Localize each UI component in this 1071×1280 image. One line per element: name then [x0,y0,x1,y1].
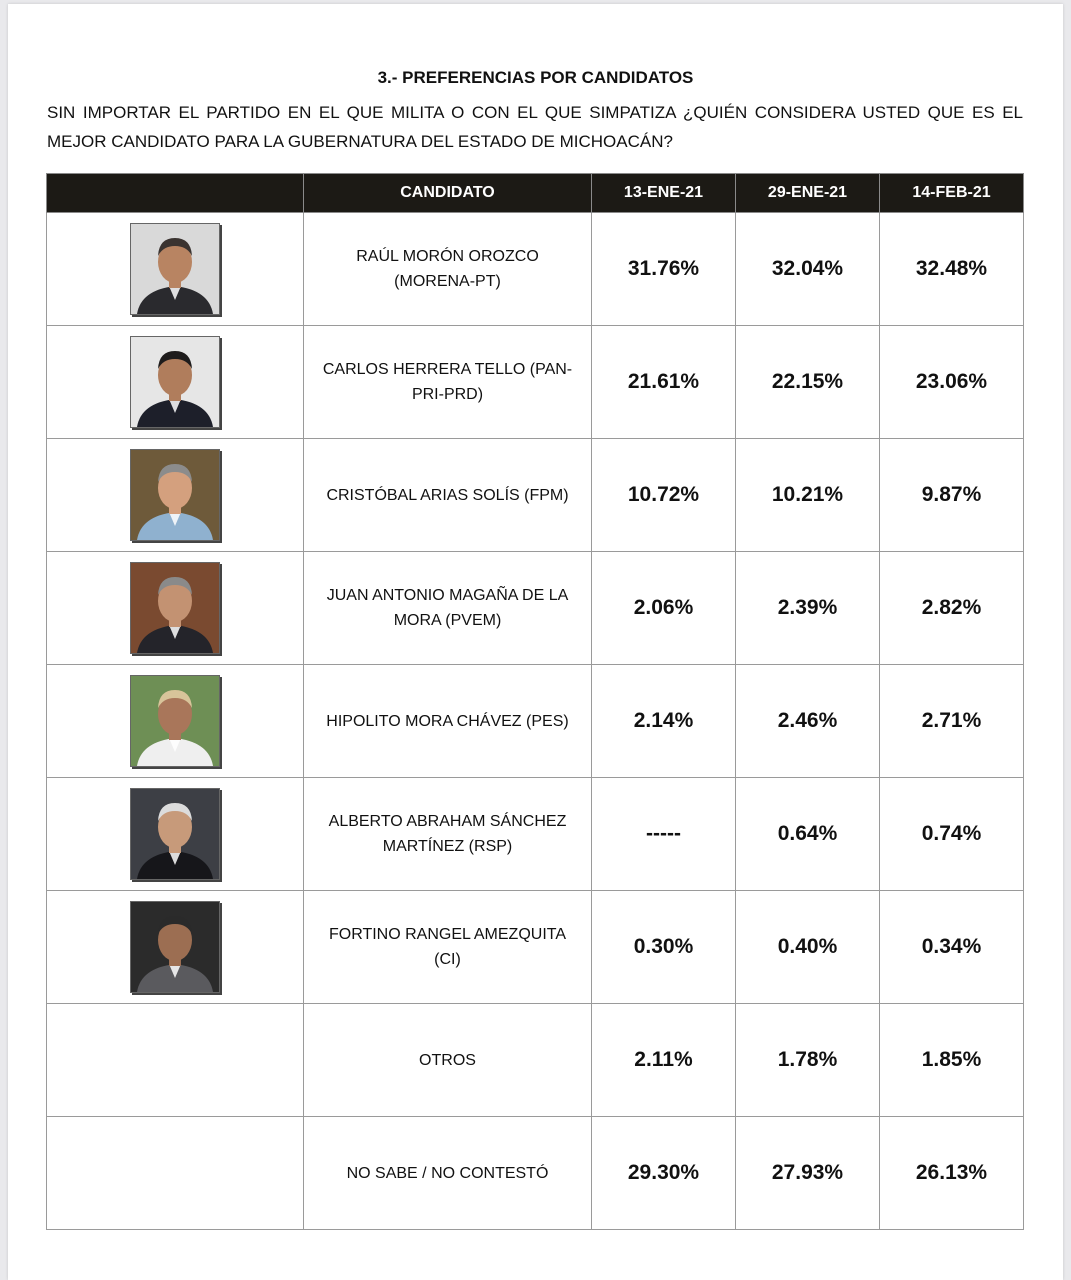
percentage-cell: 0.74% [879,777,1024,891]
percentage-cell: 21.61% [591,325,736,439]
candidate-party-line: (CI) [434,951,461,968]
candidate-photo-rangel [130,901,220,993]
table-row: HIPOLITO MORA CHÁVEZ (PES) 2.14% 2.46% 2.71… [46,664,1024,778]
candidate-name-line: FORTINO RANGEL AMEZQUITA [328,926,567,943]
percentage-cell: 2.39% [735,551,880,665]
percentage-cell: 10.72% [591,438,736,552]
candidate-party-line: MORA (PVEM) [393,612,502,629]
percentage-cell: 29.30% [591,1116,736,1230]
percentage-cell: 1.78% [735,1003,880,1117]
candidate-photo-sanchez [130,788,220,880]
percentage-cell: 2.82% [879,551,1024,665]
candidate-party-line: PRI-PRD) [411,386,484,403]
photo-cell [46,1003,304,1117]
percentage-cell: 31.76% [591,212,736,326]
photo-cell [46,551,304,665]
photo-cell [46,438,304,552]
table-row: NO SABE / NO CONTESTÓ 29.30% 27.93% 26.13% [46,1116,1024,1230]
table-header-row: CANDIDATO 13-ENE-21 29-ENE-21 14-FEB-21 [46,173,1024,213]
candidate-name-line: ALBERTO ABRAHAM SÁNCHEZ [328,813,567,830]
photo-cell [46,325,304,439]
percentage-cell: 27.93% [735,1116,880,1230]
percentage-cell: 2.11% [591,1003,736,1117]
candidate-name-line: OTROS [419,1051,476,1069]
table-row: FORTINO RANGEL AMEZQUITA (CI) 0.30% 0.40% 0.… [46,890,1024,1004]
candidate-photo-magana [130,562,220,654]
candidate-name: CARLOS HERRERA TELLO (PAN- PRI-PRD) [303,325,592,439]
photo-cell [46,1116,304,1230]
header-date-3: 14-FEB-21 [879,173,1024,213]
table-row: CARLOS HERRERA TELLO (PAN- PRI-PRD) 21.61%… [46,325,1024,439]
photo-cell [46,664,304,778]
candidate-name: JUAN ANTONIO MAGAÑA DE LA MORA (PVEM) [303,551,592,665]
results-table: CANDIDATO 13-ENE-21 29-ENE-21 14-FEB-21 … [46,173,1024,1230]
candidate-name: NO SABE / NO CONTESTÓ [303,1116,592,1230]
table-row: ALBERTO ABRAHAM SÁNCHEZ MARTÍNEZ (RSP) ---… [46,777,1024,891]
candidate-party-line: MARTÍNEZ (RSP) [382,838,513,855]
candidate-photo-arias [130,449,220,541]
candidate-name: CRISTÓBAL ARIAS SOLÍS (FPM) [303,438,592,552]
table-row: RAÚL MORÓN OROZCO (MORENA-PT) 31.76% 32.04%… [46,212,1024,326]
candidate-name-line: JUAN ANTONIO MAGAÑA DE LA [326,587,569,604]
percentage-cell: 22.15% [735,325,880,439]
table-row: OTROS 2.11% 1.78% 1.85% [46,1003,1024,1117]
candidate-photo-mora [130,675,220,767]
candidate-party-line: (MORENA-PT) [394,273,501,290]
percentage-cell: 0.40% [735,890,880,1004]
percentage-cell: 2.06% [591,551,736,665]
header-date-1: 13-ENE-21 [591,173,736,213]
section-heading: 3.- PREFERENCIAS POR CANDIDATOS [377,68,694,87]
candidate-photo-moron [130,223,220,315]
candidate-name-line: CARLOS HERRERA TELLO (PAN- [322,361,573,378]
percentage-cell: 9.87% [879,438,1024,552]
candidate-name: OTROS [303,1003,592,1117]
photo-cell [46,777,304,891]
percentage-cell: 2.46% [735,664,880,778]
candidate-name-line: RAÚL MORÓN OROZCO [356,248,539,265]
header-candidate: CANDIDATO [303,173,592,213]
percentage-cell: 2.71% [879,664,1024,778]
percentage-cell: 23.06% [879,325,1024,439]
candidate-name: RAÚL MORÓN OROZCO (MORENA-PT) [303,212,592,326]
candidate-name: FORTINO RANGEL AMEZQUITA (CI) [303,890,592,1004]
percentage-cell: 2.14% [591,664,736,778]
percentage-cell: 26.13% [879,1116,1024,1230]
header-date-2: 29-ENE-21 [735,173,880,213]
photo-cell [46,890,304,1004]
photo-cell [46,212,304,326]
table-row: JUAN ANTONIO MAGAÑA DE LA MORA (PVEM) 2.06… [46,551,1024,665]
candidate-name-line: HIPOLITO MORA CHÁVEZ (PES) [326,712,569,730]
percentage-cell: ----- [591,777,736,891]
candidate-photo-herrera [130,336,220,428]
percentage-cell: 32.04% [735,212,880,326]
candidate-name: ALBERTO ABRAHAM SÁNCHEZ MARTÍNEZ (RSP) [303,777,592,891]
percentage-cell: 0.30% [591,890,736,1004]
percentage-cell: 10.21% [735,438,880,552]
candidate-name-line: CRISTÓBAL ARIAS SOLÍS (FPM) [326,486,569,504]
percentage-cell: 0.64% [735,777,880,891]
table-row: CRISTÓBAL ARIAS SOLÍS (FPM) 10.72% 10.21% 9… [46,438,1024,552]
percentage-cell: 1.85% [879,1003,1024,1117]
survey-question: SIN IMPORTAR EL PARTIDO EN EL QUE MILITA… [47,103,1023,151]
candidate-name: HIPOLITO MORA CHÁVEZ (PES) [303,664,592,778]
candidate-name-line: NO SABE / NO CONTESTÓ [346,1164,549,1182]
header-photo [46,173,304,213]
percentage-cell: 32.48% [879,212,1024,326]
percentage-cell: 0.34% [879,890,1024,1004]
